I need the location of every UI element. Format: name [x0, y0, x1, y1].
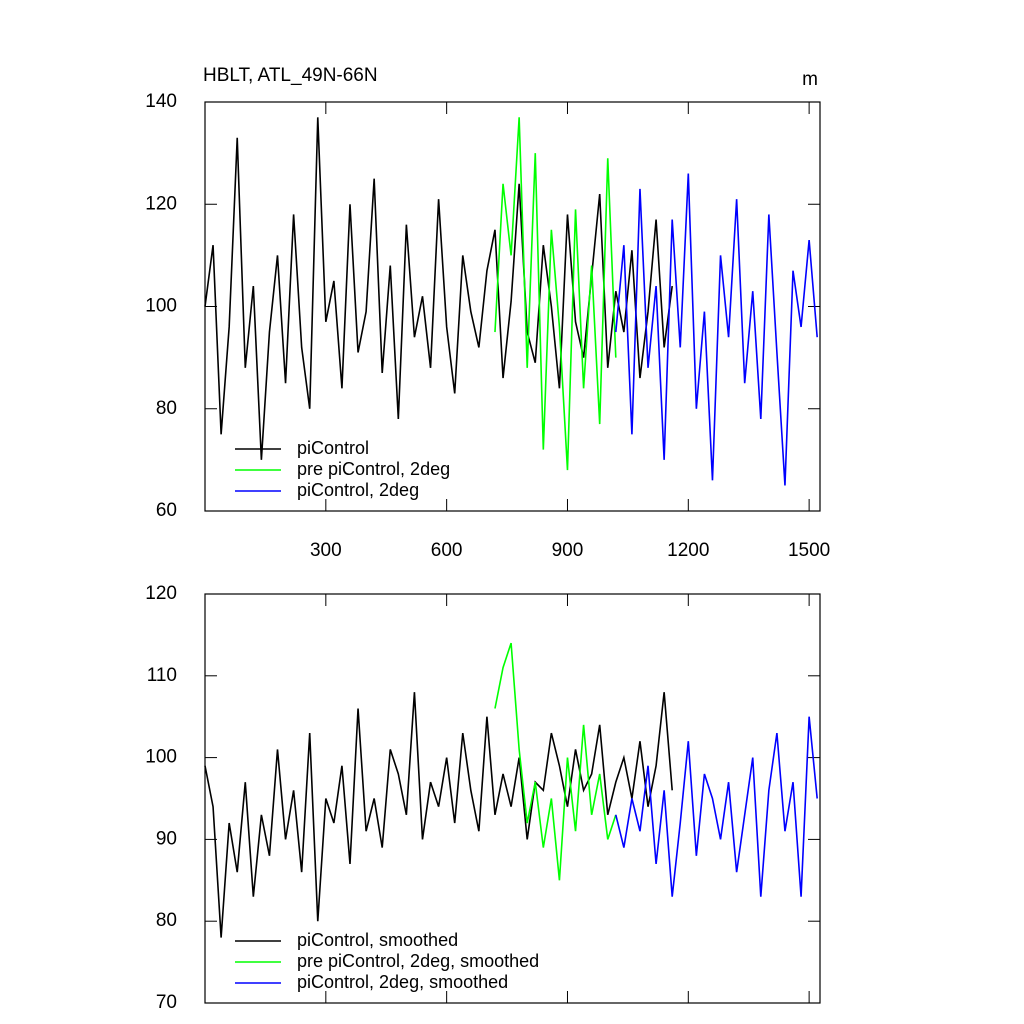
legend-label: piControl, smoothed: [297, 930, 458, 950]
data-line: [615, 716, 818, 897]
data-line: [204, 117, 673, 460]
y-tick-label: 80: [156, 910, 177, 931]
plot-frame: [204, 593, 821, 1004]
y-tick-label: 120: [145, 583, 177, 604]
chart-title: HBLT, ATL_49N-66N: [203, 65, 378, 86]
x-tick-label: 1500: [788, 540, 830, 561]
y-tick-label: 100: [145, 747, 177, 768]
plot-frame: [204, 101, 821, 512]
x-tick-label: 300: [310, 540, 342, 561]
legend-label: piControl, 2deg, smoothed: [297, 972, 508, 992]
y-tick-label: 60: [156, 500, 177, 521]
y-tick-label: 120: [145, 193, 177, 214]
x-tick-label: 1200: [667, 540, 709, 561]
data-line: [494, 642, 617, 881]
y-tick-label: 70: [156, 992, 177, 1013]
legend-label: piControl: [297, 438, 369, 458]
data-line: [204, 692, 673, 938]
y-tick-label: 110: [147, 665, 177, 686]
x-tick-label: 600: [431, 540, 463, 561]
legend-label: pre piControl, 2deg, smoothed: [297, 951, 539, 971]
data-line: [615, 173, 818, 486]
unit-label: m: [802, 69, 818, 90]
data-line: [494, 117, 617, 471]
legend-label: piControl, 2deg: [297, 480, 419, 500]
y-tick-label: 90: [156, 828, 177, 849]
x-tick-label: 900: [552, 540, 584, 561]
y-tick-label: 100: [145, 296, 177, 317]
y-tick-label: 80: [156, 398, 177, 419]
y-tick-label: 140: [145, 91, 177, 112]
legend-label: pre piControl, 2deg: [297, 459, 450, 479]
